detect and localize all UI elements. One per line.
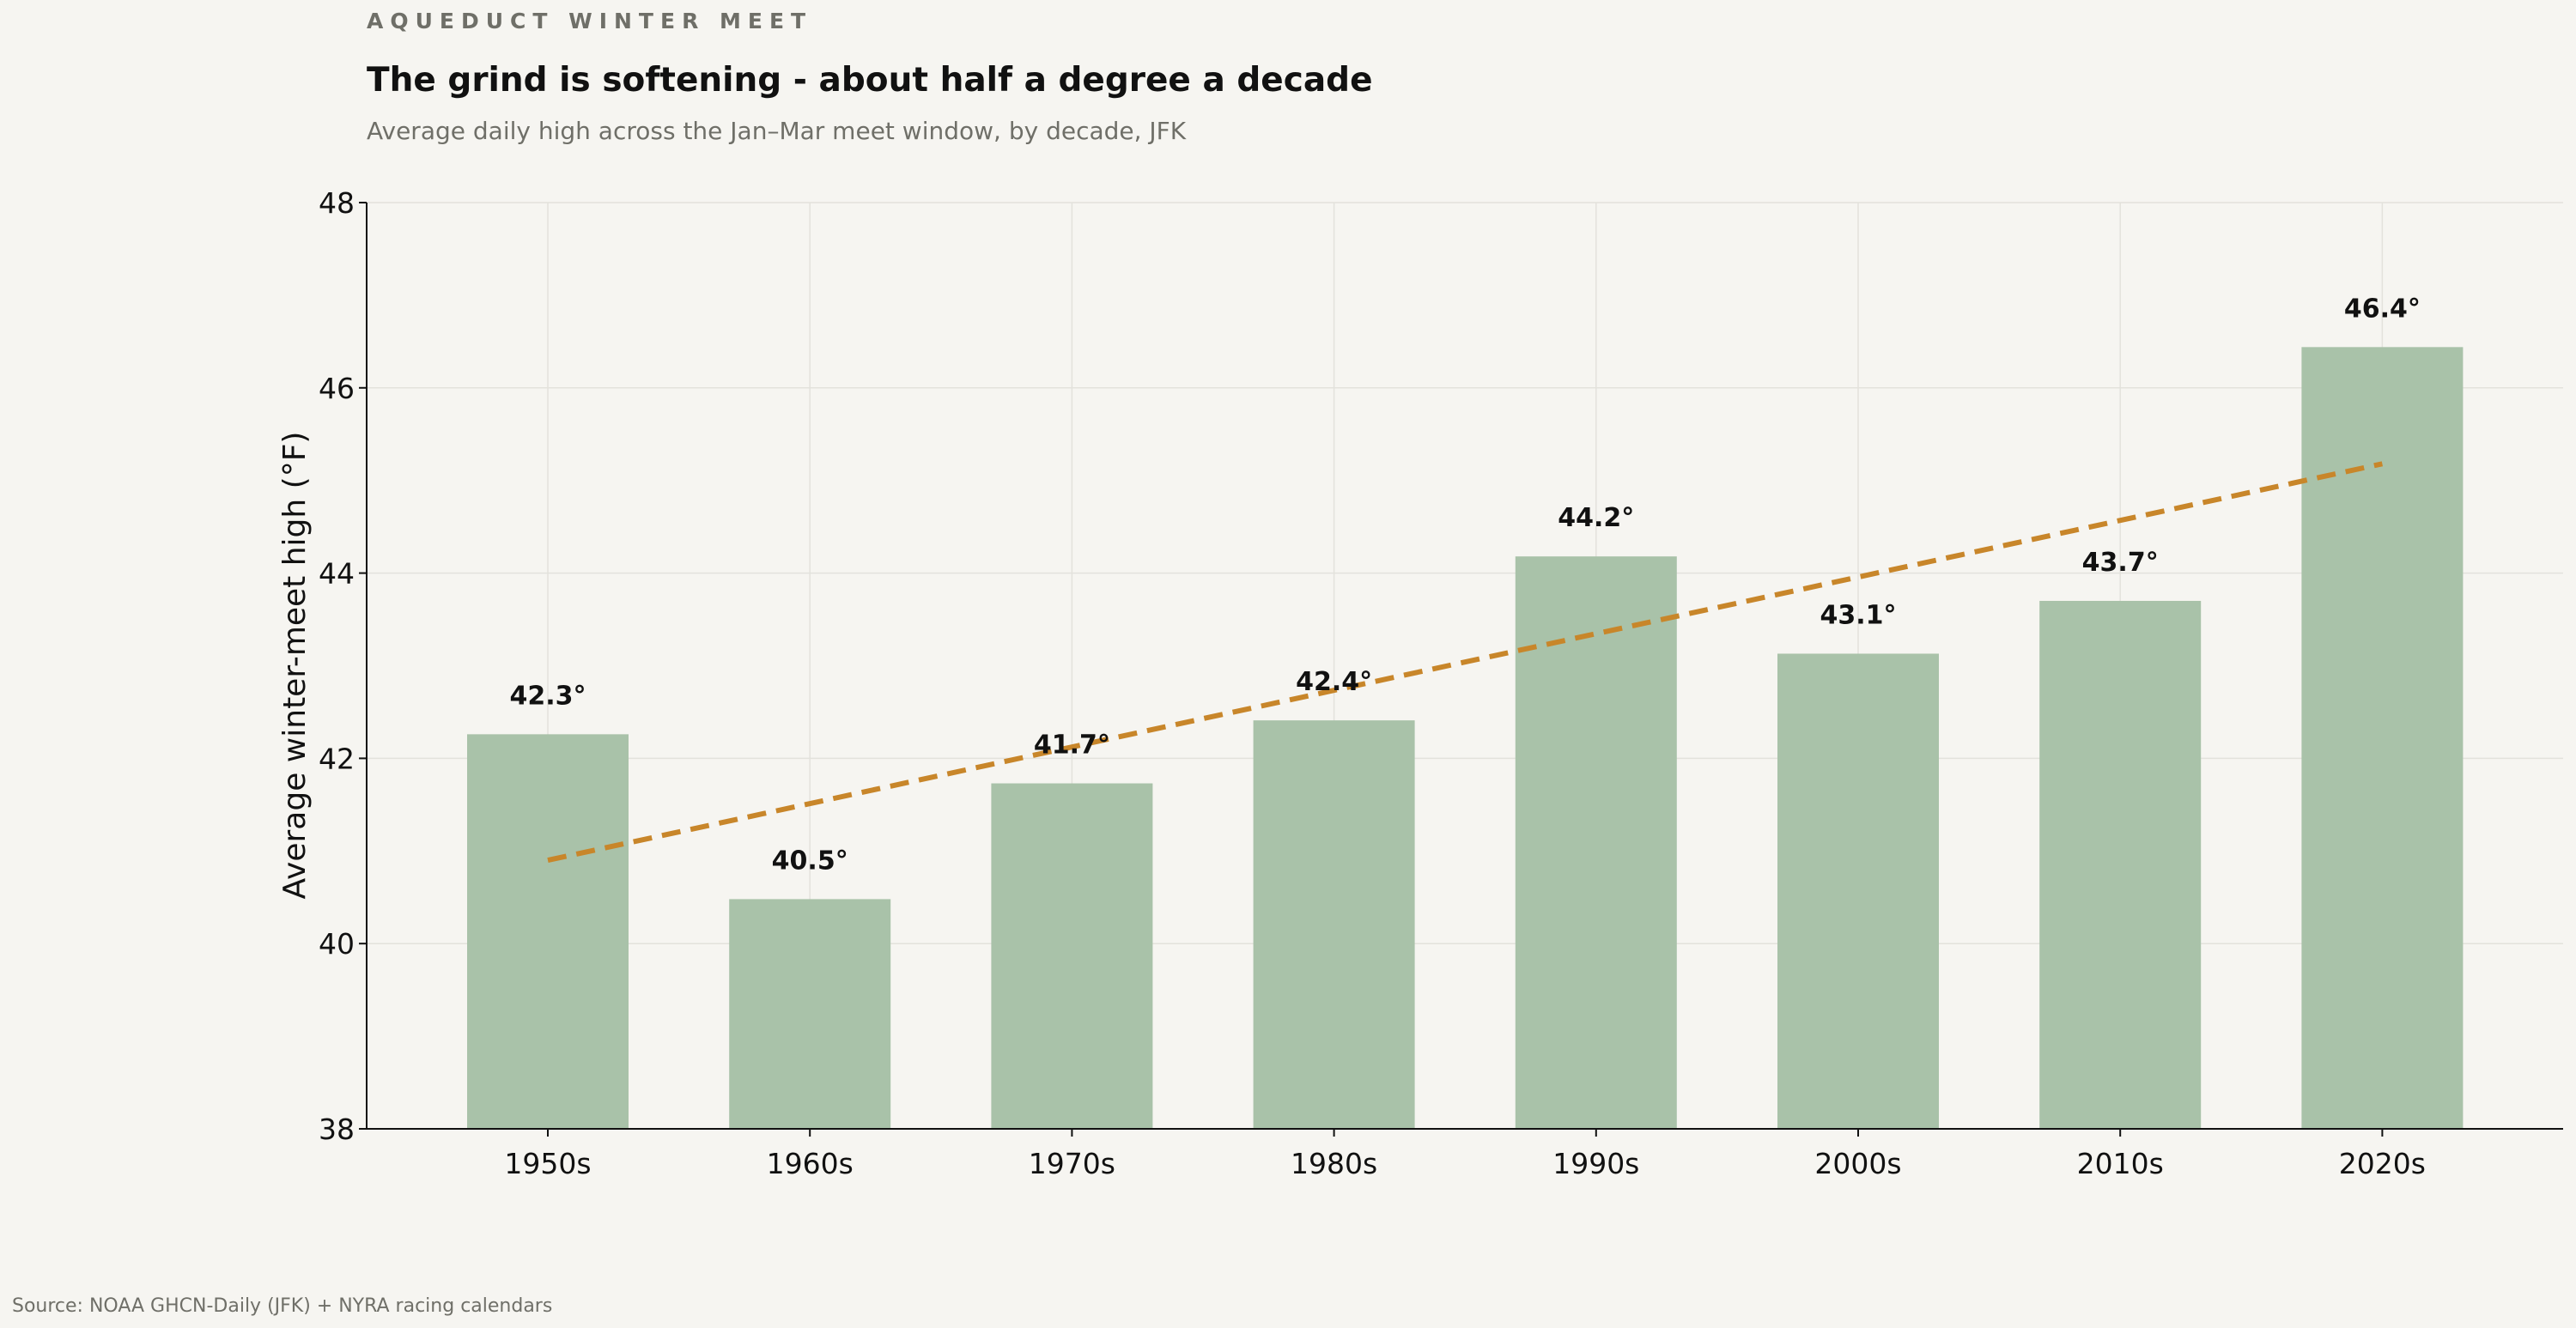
- x-tick-label: 1990s: [1552, 1147, 1639, 1180]
- bar: [1515, 556, 1677, 1129]
- y-tick-label: 44: [319, 557, 355, 591]
- data-label: 46.4°: [2344, 294, 2421, 324]
- bar: [2039, 600, 2202, 1129]
- data-labels: 42.3° 40.5° 41.7° 42.4° 44.2° 43.1° 43.7° 46.4°: [509, 294, 2420, 876]
- bar: [991, 783, 1153, 1129]
- y-tick-labels: 38 40 42 44 46 48: [319, 186, 367, 1146]
- y-tick-label: 38: [319, 1113, 355, 1146]
- y-tick-label: 40: [319, 927, 355, 961]
- x-tick-label: 2000s: [1814, 1147, 1901, 1180]
- chart-subtitle: Average daily high across the Jan–Mar me…: [367, 117, 1187, 145]
- bars: [467, 347, 2464, 1130]
- axes: [366, 203, 2563, 1130]
- grid-lines: [367, 202, 2563, 1130]
- x-tick-label: 1970s: [1029, 1147, 1115, 1180]
- trend-line-group: [547, 461, 2384, 864]
- data-label: 44.2°: [1558, 503, 1634, 533]
- x-tick-label: 1980s: [1291, 1147, 1377, 1180]
- data-label: 42.4°: [1296, 667, 1372, 697]
- data-label: 41.7°: [1034, 731, 1110, 761]
- chart-title: The grind is softening - about half a de…: [367, 61, 1373, 100]
- bar: [467, 734, 629, 1129]
- data-label: 40.5°: [772, 846, 848, 876]
- data-label: 42.3°: [509, 681, 586, 711]
- x-tick-label: 1960s: [767, 1147, 854, 1180]
- trend-line: [547, 461, 2384, 864]
- bar: [1777, 653, 1939, 1129]
- y-tick-label: 46: [319, 372, 355, 405]
- x-tick-label: 2010s: [2077, 1147, 2164, 1180]
- data-label: 43.7°: [2082, 548, 2159, 578]
- data-label: 43.1°: [1820, 600, 1896, 630]
- y-axis-label: Average winter-meet high (°F): [277, 432, 313, 900]
- bar: [729, 899, 891, 1129]
- y-tick-label: 48: [319, 186, 355, 220]
- x-tick-labels: 1950s 1960s 1970s 1980s 1990s 2000s 2010s 2020s: [504, 1129, 2426, 1180]
- x-tick-label: 2020s: [2339, 1147, 2426, 1180]
- chart-kicker: AQUEDUCT WINTER MEET: [367, 9, 812, 33]
- x-tick-label: 1950s: [504, 1147, 591, 1180]
- y-tick-label: 42: [319, 742, 355, 775]
- source-note: Source: NOAA GHCN-Daily (JFK) + NYRA rac…: [12, 1295, 552, 1317]
- bar: [1253, 720, 1415, 1129]
